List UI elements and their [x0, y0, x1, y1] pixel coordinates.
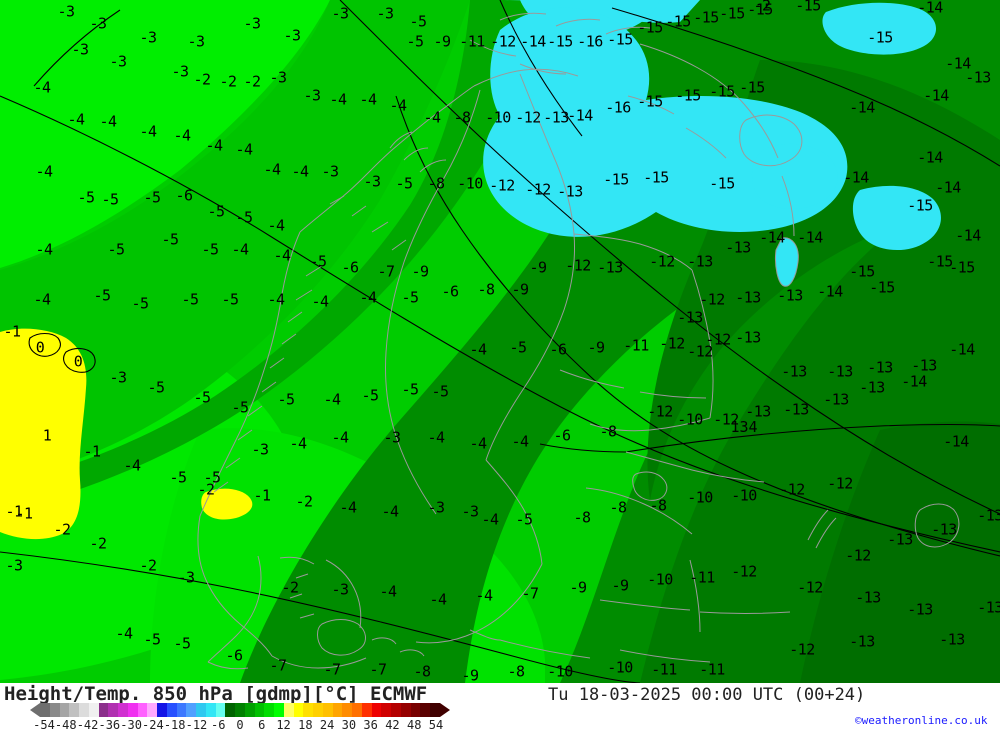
- colorbar-swatch[interactable]: [254, 703, 265, 717]
- colorbar-swatch[interactable]: [274, 703, 284, 717]
- colorbar-swatch[interactable]: [430, 703, 440, 717]
- temperature-field-svg: [0, 0, 1000, 683]
- colorbar-tick-label: -12: [185, 718, 208, 732]
- colorbar-swatch[interactable]: [166, 703, 177, 717]
- colorbar-arrow-left-icon: [30, 703, 40, 717]
- colorbar-swatch[interactable]: [381, 703, 391, 717]
- copyright-credit: ©weatheronline.co.uk: [855, 714, 988, 727]
- colorbar-tick-label: 54: [428, 718, 444, 732]
- colorbar-swatch[interactable]: [127, 703, 138, 717]
- colorbar-tick-label: 18: [298, 718, 313, 732]
- colorbar-swatch[interactable]: [264, 703, 274, 717]
- colorbar-swatch[interactable]: [176, 703, 187, 717]
- colorbar-swatch[interactable]: [59, 703, 70, 717]
- colorbar-swatch[interactable]: [40, 703, 50, 717]
- colorbar-swatch[interactable]: [186, 703, 196, 717]
- colorbar-swatch[interactable]: [244, 703, 255, 717]
- colorbar-legend[interactable]: [30, 703, 450, 717]
- colorbar-swatch[interactable]: [313, 703, 323, 717]
- isotherm-band-bright-green: [0, 0, 330, 268]
- colorbar-swatch[interactable]: [215, 703, 226, 717]
- colorbar-swatch[interactable]: [391, 703, 401, 717]
- colorbar-swatch[interactable]: [49, 703, 60, 717]
- colorbar-swatch[interactable]: [88, 703, 99, 717]
- forecast-run-timestamp: Tu 18-03-2025 00:00 UTC (00+24): [548, 685, 866, 705]
- colorbar-swatch[interactable]: [283, 703, 294, 717]
- colorbar-tick-label: 6: [258, 718, 266, 732]
- colorbar-tick-label: 42: [385, 718, 400, 732]
- isotherm-band-green-mid: [0, 0, 470, 482]
- colorbar-tick-label: -30: [120, 718, 142, 732]
- colorbar-swatch[interactable]: [79, 703, 89, 717]
- colorbar-tick-label: 30: [341, 718, 357, 732]
- colorbar-tick-label: -48: [54, 718, 77, 732]
- colorbar-tick-label: -36: [98, 718, 121, 732]
- height-contour-label: 134: [730, 418, 758, 436]
- colorbar-tick-label: 36: [363, 718, 378, 732]
- page-title: Height/Temp. 850 hPa [gdmp][°C] ECMWF: [4, 683, 428, 705]
- colorbar-tick-labels: -54 -48 -42 -36 -30 -24 -18 -12 -6 0 6 12 18 24 30 36 42…: [30, 718, 450, 732]
- colorbar-swatch[interactable]: [293, 703, 304, 717]
- colorbar-tick-label: 48: [406, 718, 422, 732]
- colorbar-swatch[interactable]: [196, 703, 206, 717]
- isotherm-band-cyan-patch-right: [852, 185, 941, 251]
- colorbar-swatch[interactable]: [235, 703, 245, 717]
- colorbar-swatches[interactable]: [40, 703, 440, 717]
- colorbar-tick-label: -42: [76, 718, 99, 732]
- colorbar-swatch[interactable]: [342, 703, 352, 717]
- colorbar-swatch[interactable]: [352, 703, 362, 717]
- colorbar-swatch[interactable]: [157, 703, 167, 717]
- colorbar-swatch[interactable]: [361, 703, 372, 717]
- isotherm-band-cyan-patch-tr: [822, 2, 937, 55]
- colorbar-swatch[interactable]: [98, 703, 109, 717]
- colorbar-tick-label: -24: [142, 718, 164, 732]
- colorbar-swatch[interactable]: [371, 703, 382, 717]
- colorbar-swatch[interactable]: [118, 703, 128, 717]
- isotherm-band-cyan-lake: [751, 143, 838, 209]
- colorbar-swatch[interactable]: [108, 703, 118, 717]
- coastline-overlay: [197, 12, 960, 670]
- colorbar-swatch[interactable]: [400, 703, 411, 717]
- isotherm-band-cyan-sliver: [775, 237, 799, 287]
- colorbar-tick-label: 0: [236, 718, 244, 732]
- colorbar-tick-label: 24: [319, 718, 335, 732]
- colorbar-tick-label: -6: [210, 718, 226, 732]
- colorbar-swatch[interactable]: [137, 703, 148, 717]
- map-footer: Height/Temp. 850 hPa [gdmp][°C] ECMWF Tu…: [0, 683, 1000, 733]
- isotherm-band-dark-green-ne: [800, 421, 1000, 683]
- colorbar-arrow-right-icon: [440, 703, 450, 717]
- colorbar-tick-label: 12: [276, 718, 291, 732]
- colorbar-swatch[interactable]: [147, 703, 157, 717]
- height-contour-lines: [0, 0, 1000, 683]
- colorbar-tick-label: -18: [163, 718, 186, 732]
- colorbar-swatch[interactable]: [332, 703, 343, 717]
- colorbar-swatch[interactable]: [322, 703, 333, 717]
- isotherm-band-yellow-west: [0, 328, 87, 540]
- colorbar-tick-label: -54: [33, 718, 55, 732]
- colorbar-swatch[interactable]: [303, 703, 313, 717]
- colorbar-swatch[interactable]: [410, 703, 421, 717]
- colorbar-swatch[interactable]: [69, 703, 79, 717]
- weather-map-canvas[interactable]: -3 -3 -3 -3 -3 -3 -3 -3 -5 -5 -9 -11 -12 -14 -15 -16 -15…: [0, 0, 1000, 683]
- isotherm-band-yellow-tiny: [0, 485, 11, 519]
- colorbar-swatch[interactable]: [225, 703, 235, 717]
- isotherm-band-yellow-small: [201, 488, 253, 520]
- colorbar-swatch[interactable]: [205, 703, 216, 717]
- colorbar-swatch[interactable]: [420, 703, 430, 717]
